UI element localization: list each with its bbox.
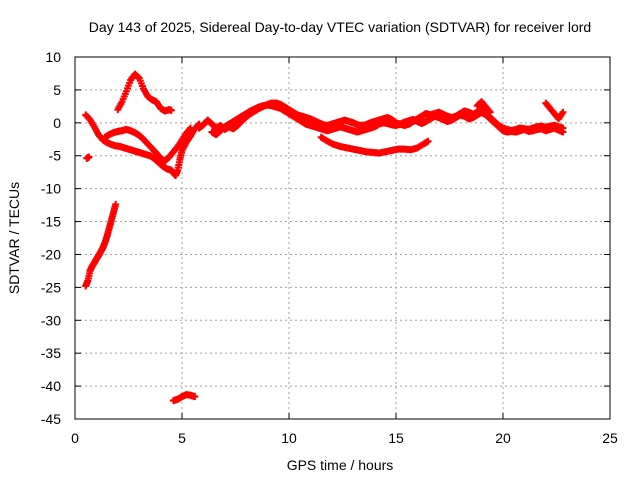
x-tick-label: 5: [178, 430, 186, 446]
x-tick-label: 10: [281, 430, 297, 446]
data-point: [191, 393, 199, 401]
y-tick-label: -5: [49, 148, 62, 164]
y-tick-label: -15: [41, 214, 61, 230]
chart-title: Day 143 of 2025, Sidereal Day-to-day VTE…: [89, 19, 591, 35]
y-axis-label: SDTVAR / TECUs: [6, 182, 22, 294]
data-point: [559, 128, 567, 136]
y-tick-label: 10: [45, 49, 61, 65]
y-tick-label: -25: [41, 279, 61, 295]
series-track-dip-a: [82, 111, 203, 179]
series-track-bottom: [169, 391, 199, 405]
x-tick-label: 25: [602, 430, 618, 446]
x-tick-label: 20: [495, 430, 511, 446]
data-point: [167, 106, 175, 114]
y-tick-label: -10: [41, 181, 61, 197]
series-track-lower-arc: [317, 133, 432, 157]
series-track-dip-b: [101, 124, 195, 165]
grid-lines: [75, 57, 610, 419]
data-points: [82, 70, 567, 405]
x-axis-label: GPS time / hours: [287, 457, 394, 473]
y-tick-label: -40: [41, 378, 61, 394]
data-point: [486, 108, 494, 116]
data-point: [187, 124, 195, 132]
series-track-low-start: [82, 200, 120, 290]
y-tick-label: 0: [53, 115, 61, 131]
data-point: [85, 153, 93, 161]
data-point: [485, 107, 493, 115]
series-track-end-spike: [542, 99, 567, 123]
plot-frame: [74, 56, 611, 420]
series-track-isolated: [83, 153, 93, 162]
y-tick-label: 5: [53, 82, 61, 98]
y-tick-label: -45: [41, 411, 61, 427]
series-track-loop-19: [473, 98, 494, 116]
data-point: [424, 137, 432, 145]
data-point: [559, 108, 567, 116]
y-axis-ticks: 10 5 0 -5 -10 -15 -20 -25 -30 -35 -40 -45: [41, 49, 610, 427]
x-tick-label: 15: [388, 430, 404, 446]
y-tick-label: -35: [41, 345, 61, 361]
data-point: [112, 200, 120, 208]
series-track-upper-bump: [114, 70, 175, 115]
x-axis-ticks: 0 5 10 15 20 25: [71, 57, 618, 446]
x-tick-label: 0: [71, 430, 79, 446]
y-tick-label: -30: [41, 312, 61, 328]
series-track-secondary: [208, 101, 567, 139]
y-tick-label: -20: [41, 246, 61, 262]
data-point: [185, 125, 193, 133]
